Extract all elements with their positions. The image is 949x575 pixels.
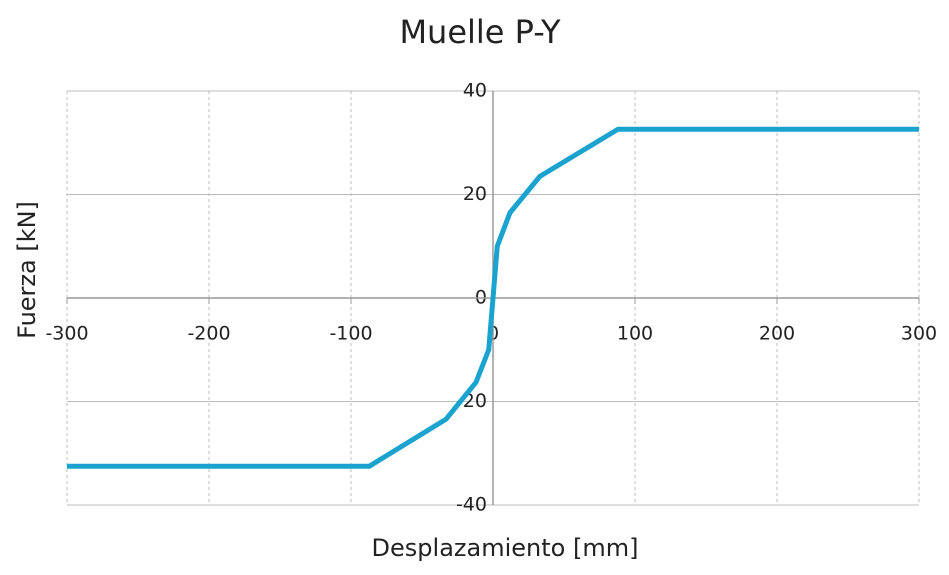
y-axis-label: Fuerza [kN]: [13, 201, 41, 339]
data-line: [67, 126, 919, 469]
x-axis-label: Desplazamiento [mm]: [372, 534, 639, 562]
y-tick-label: -40: [456, 494, 487, 516]
x-tick-label: 300: [901, 323, 937, 345]
x-tick-label: 200: [759, 323, 795, 345]
x-tick-label: 100: [617, 323, 653, 345]
x-tick-label: -100: [329, 323, 372, 345]
x-tick-label: -200: [187, 323, 230, 345]
y-tick-label: 20: [463, 183, 487, 205]
chart-title: Muelle P-Y: [399, 13, 561, 51]
y-tick-label: 40: [463, 80, 487, 102]
x-tick-label: -300: [45, 323, 88, 345]
